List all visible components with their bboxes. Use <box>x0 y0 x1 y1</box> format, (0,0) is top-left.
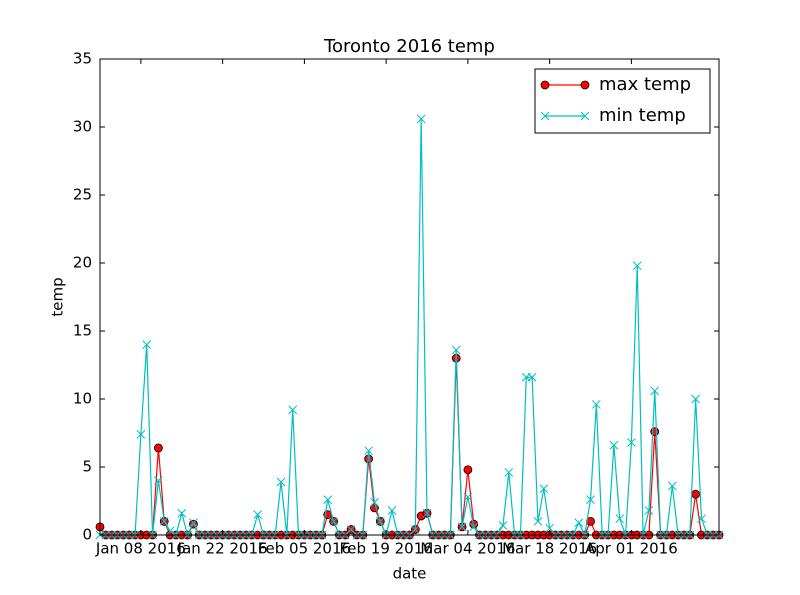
y-tick-label: 5 <box>82 458 92 476</box>
y-tick-label: 10 <box>73 390 92 408</box>
x-tick-label: Jan 08 2016 <box>95 540 186 558</box>
point <box>644 506 654 515</box>
point <box>364 446 373 456</box>
point <box>457 522 467 532</box>
point <box>632 261 642 271</box>
point <box>650 427 660 437</box>
y-tick-label: 15 <box>73 322 92 340</box>
point <box>375 517 385 526</box>
point <box>165 526 175 536</box>
point <box>142 340 152 349</box>
point <box>586 495 595 504</box>
point <box>667 481 677 491</box>
x-tick-label: Feb 19 2016 <box>339 540 432 558</box>
legend: max temp min temp <box>534 68 711 134</box>
x-tick-label: Apr 01 2016 <box>585 540 678 558</box>
point <box>609 440 619 450</box>
point <box>288 405 298 415</box>
point <box>697 514 706 524</box>
point <box>615 514 625 524</box>
point <box>422 508 432 518</box>
legend-label: min temp <box>599 105 686 126</box>
point <box>387 506 397 515</box>
y-tick-label: 25 <box>73 186 92 204</box>
point <box>469 522 479 532</box>
point <box>574 518 584 528</box>
x-tick-label: Mar 04 2016 <box>420 540 515 558</box>
x-tick-label: Feb 05 2016 <box>258 540 351 558</box>
point <box>370 498 379 507</box>
point <box>410 525 420 534</box>
point <box>498 521 508 530</box>
y-axis-label: temp <box>49 277 67 316</box>
legend-marker <box>580 80 590 90</box>
point <box>533 517 543 526</box>
point <box>159 517 169 526</box>
point <box>154 476 163 485</box>
point <box>691 394 700 404</box>
axes-frame <box>99 58 720 536</box>
point <box>253 510 263 519</box>
y-tick-label: 30 <box>73 118 92 136</box>
legend-marker <box>580 111 590 121</box>
y-tick-label: 0 <box>82 526 92 544</box>
point <box>276 477 286 487</box>
point <box>545 523 555 533</box>
point <box>627 438 636 447</box>
point <box>504 468 514 477</box>
chart-title: Toronto 2016 temp <box>323 36 495 57</box>
legend-marker <box>540 111 550 121</box>
point <box>463 465 473 475</box>
point <box>177 508 187 518</box>
legend-box <box>534 68 711 134</box>
point <box>416 114 426 124</box>
point <box>136 430 146 439</box>
y-tick-label: 35 <box>73 50 92 68</box>
x-tick-label: Jan 22 2016 <box>177 540 268 558</box>
x-tick-label: Mar 18 2016 <box>502 540 597 558</box>
point <box>189 518 198 528</box>
point <box>691 489 701 499</box>
legend-label: max temp <box>599 74 691 95</box>
point <box>592 400 601 409</box>
point <box>329 517 338 526</box>
point <box>539 484 549 494</box>
legend-marker <box>540 80 550 90</box>
point <box>323 495 333 504</box>
x-axis-label: date <box>393 565 427 583</box>
point <box>527 372 537 382</box>
y-tick-label: 20 <box>73 254 92 272</box>
point <box>650 386 660 396</box>
point <box>451 345 461 355</box>
point <box>153 443 163 453</box>
point <box>463 492 473 502</box>
